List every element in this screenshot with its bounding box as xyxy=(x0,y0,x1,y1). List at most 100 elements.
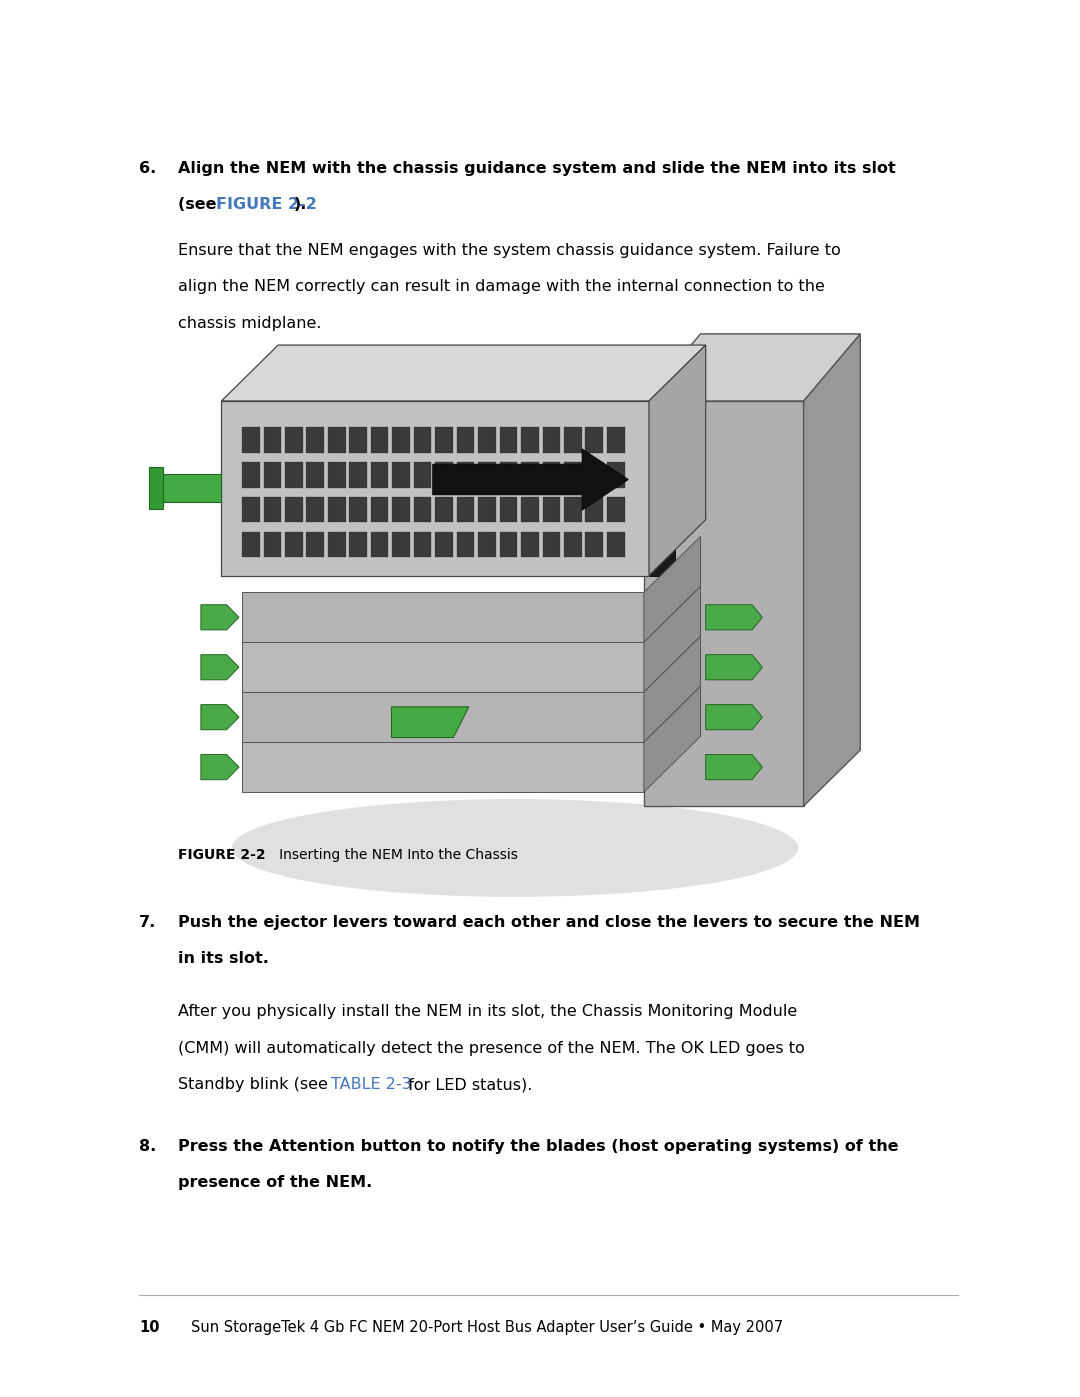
Polygon shape xyxy=(328,427,346,453)
Text: Inserting the NEM Into the Chassis: Inserting the NEM Into the Chassis xyxy=(266,848,517,862)
Text: 10: 10 xyxy=(139,1320,160,1336)
Polygon shape xyxy=(264,497,281,522)
Polygon shape xyxy=(328,497,346,522)
Polygon shape xyxy=(457,497,474,522)
Polygon shape xyxy=(649,345,705,576)
Polygon shape xyxy=(242,643,644,693)
Text: 6.: 6. xyxy=(139,161,157,176)
Polygon shape xyxy=(607,427,624,453)
Text: 7.: 7. xyxy=(139,915,157,930)
Polygon shape xyxy=(392,532,410,557)
Polygon shape xyxy=(285,427,302,453)
Text: ).: ). xyxy=(294,197,307,212)
Polygon shape xyxy=(644,401,675,576)
Polygon shape xyxy=(478,462,496,488)
Polygon shape xyxy=(350,462,367,488)
Polygon shape xyxy=(414,427,431,453)
Polygon shape xyxy=(542,427,561,453)
Polygon shape xyxy=(644,334,860,401)
Polygon shape xyxy=(242,532,259,557)
Polygon shape xyxy=(242,693,644,742)
Polygon shape xyxy=(392,462,410,488)
Polygon shape xyxy=(201,605,239,630)
Polygon shape xyxy=(644,587,701,693)
Polygon shape xyxy=(307,532,324,557)
Text: TABLE 2-3: TABLE 2-3 xyxy=(330,1077,411,1092)
Polygon shape xyxy=(522,462,539,488)
Polygon shape xyxy=(542,462,561,488)
Text: in its slot.: in its slot. xyxy=(178,951,269,967)
Polygon shape xyxy=(644,637,701,742)
Polygon shape xyxy=(522,497,539,522)
Polygon shape xyxy=(644,401,804,806)
Polygon shape xyxy=(607,497,624,522)
Polygon shape xyxy=(201,704,239,729)
Polygon shape xyxy=(457,427,474,453)
Polygon shape xyxy=(264,427,281,453)
Polygon shape xyxy=(585,462,603,488)
Text: 8.: 8. xyxy=(139,1139,157,1154)
Polygon shape xyxy=(644,536,701,643)
Polygon shape xyxy=(705,704,762,729)
Polygon shape xyxy=(370,427,389,453)
Polygon shape xyxy=(500,427,517,453)
Polygon shape xyxy=(370,532,389,557)
Polygon shape xyxy=(705,605,762,630)
Text: for LED status).: for LED status). xyxy=(403,1077,532,1092)
Polygon shape xyxy=(522,427,539,453)
Polygon shape xyxy=(585,497,603,522)
Polygon shape xyxy=(478,532,496,557)
Polygon shape xyxy=(435,532,453,557)
Text: presence of the NEM.: presence of the NEM. xyxy=(178,1175,373,1190)
Polygon shape xyxy=(433,448,629,510)
Text: Standby blink (see: Standby blink (see xyxy=(178,1077,334,1092)
Polygon shape xyxy=(285,462,302,488)
Text: (see: (see xyxy=(178,197,222,212)
Polygon shape xyxy=(435,462,453,488)
Polygon shape xyxy=(522,532,539,557)
Polygon shape xyxy=(705,655,762,680)
Text: Push the ejector levers toward each other and close the levers to secure the NEM: Push the ejector levers toward each othe… xyxy=(178,915,920,930)
Polygon shape xyxy=(160,475,221,503)
Polygon shape xyxy=(392,497,410,522)
Text: Ensure that the NEM engages with the system chassis guidance system. Failure to: Ensure that the NEM engages with the sys… xyxy=(178,243,841,258)
Polygon shape xyxy=(478,497,496,522)
Polygon shape xyxy=(457,462,474,488)
Polygon shape xyxy=(307,462,324,488)
Polygon shape xyxy=(607,532,624,557)
Polygon shape xyxy=(585,427,603,453)
Polygon shape xyxy=(201,754,239,780)
Polygon shape xyxy=(370,462,389,488)
Polygon shape xyxy=(564,532,582,557)
Polygon shape xyxy=(221,345,705,401)
Polygon shape xyxy=(804,334,860,806)
Polygon shape xyxy=(242,462,259,488)
Polygon shape xyxy=(414,462,431,488)
Polygon shape xyxy=(414,497,431,522)
Polygon shape xyxy=(307,497,324,522)
Polygon shape xyxy=(242,742,644,792)
Polygon shape xyxy=(564,427,582,453)
Polygon shape xyxy=(350,497,367,522)
Polygon shape xyxy=(414,532,431,557)
Polygon shape xyxy=(564,462,582,488)
Polygon shape xyxy=(644,686,701,792)
Polygon shape xyxy=(435,497,453,522)
Polygon shape xyxy=(542,497,561,522)
Polygon shape xyxy=(457,532,474,557)
Polygon shape xyxy=(264,462,281,488)
Text: After you physically install the NEM in its slot, the Chassis Monitoring Module: After you physically install the NEM in … xyxy=(178,1004,797,1020)
Polygon shape xyxy=(564,497,582,522)
Polygon shape xyxy=(500,462,517,488)
Text: Align the NEM with the chassis guidance system and slide the NEM into its slot: Align the NEM with the chassis guidance … xyxy=(178,161,896,176)
Polygon shape xyxy=(201,655,239,680)
Polygon shape xyxy=(285,532,302,557)
Text: Sun StorageTek 4 Gb FC NEM 20-Port Host Bus Adapter User’s Guide • May 2007: Sun StorageTek 4 Gb FC NEM 20-Port Host … xyxy=(190,1320,783,1336)
Text: Press the Attention button to notify the blades (host operating systems) of the: Press the Attention button to notify the… xyxy=(178,1139,899,1154)
Text: chassis midplane.: chassis midplane. xyxy=(178,316,322,331)
Text: FIGURE 2-2: FIGURE 2-2 xyxy=(216,197,318,212)
Polygon shape xyxy=(435,427,453,453)
Polygon shape xyxy=(264,532,281,557)
Polygon shape xyxy=(350,427,367,453)
Polygon shape xyxy=(705,754,762,780)
